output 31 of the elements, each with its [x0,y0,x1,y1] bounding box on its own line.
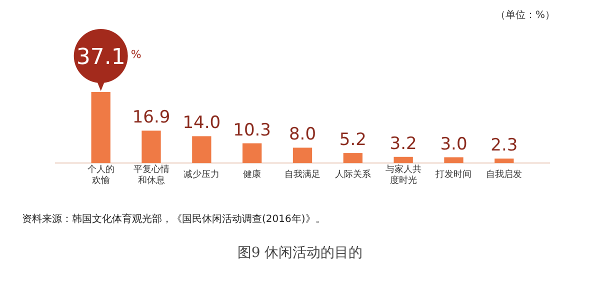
bar [142,130,161,163]
bar [192,136,212,163]
x-tick-label: 自我满足 [284,169,320,180]
chart-subtitle: （单位：%） [495,9,555,21]
text: 图9 休闲活动的目的 [237,245,363,261]
data-label: 3.2 [390,134,417,154]
x-tick-label: 人际关系 [334,169,371,180]
data-label: 5.2 [339,130,366,150]
data-label: 37.1 [76,45,126,70]
text: % [130,48,142,61]
x-tick-label: 自我启发 [486,169,522,180]
bar [494,158,514,163]
bar [394,156,413,163]
bar [91,92,110,163]
data-label: 16.9 [132,108,170,128]
x-tick-label: 打发时间 [434,169,472,180]
data-label: 10.3 [233,120,272,140]
data-label: 8.0 [288,124,316,145]
bar [444,157,464,163]
x-tick-label: 个人的欢愉 [87,164,114,186]
data-label: 2.3 [490,136,518,156]
data-label: 14.0 [182,113,221,134]
x-tick-label: 平复心情和休息 [133,164,170,186]
text: 资料来源：韩国文化体育观光部，《国民休闲活动调查(2016年)》。 [22,213,326,225]
bar [242,143,262,163]
bar [343,153,362,163]
x-tick-label: 健康 [243,169,262,180]
x-tick-label: 与家人共度时光 [385,164,422,186]
x-tick-label: 减少压力 [184,169,220,180]
bar [292,148,312,163]
data-label: 3.0 [440,134,468,154]
